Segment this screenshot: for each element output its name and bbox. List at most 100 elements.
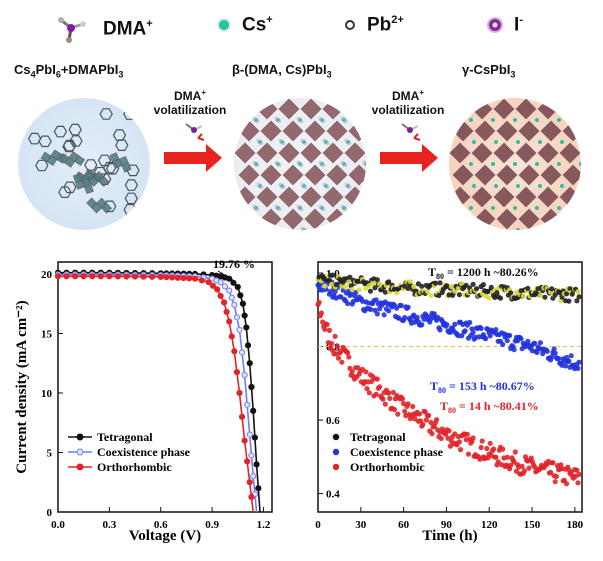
pce-point-2 xyxy=(504,454,510,460)
legend-sup-i: - xyxy=(519,14,523,26)
jv-marker-2 xyxy=(54,273,62,280)
octahedron xyxy=(322,142,344,164)
jv-marker-2 xyxy=(209,282,217,289)
octahedron xyxy=(493,98,515,120)
octahedron xyxy=(474,208,496,230)
pce-point-2 xyxy=(390,389,396,395)
pce-point-1 xyxy=(532,340,538,346)
pce-point-2 xyxy=(395,411,401,417)
octahedron xyxy=(348,208,366,230)
legend-marker-1 xyxy=(332,448,340,456)
octahedron xyxy=(121,162,132,173)
jv-marker-1 xyxy=(246,431,253,438)
x-tick-label: 0.9 xyxy=(205,519,219,531)
pce-point-0 xyxy=(497,295,504,301)
jv-marker-2 xyxy=(72,273,79,280)
pce-point-0 xyxy=(542,294,548,300)
pce-point-0 xyxy=(494,290,500,296)
pce-point-1 xyxy=(576,359,582,365)
octahedron xyxy=(537,98,559,120)
y-tick-label: 10 xyxy=(41,388,53,400)
pce-point-0 xyxy=(347,274,353,280)
jv-marker-0 xyxy=(255,485,262,492)
t80-sub: 80 xyxy=(448,406,456,415)
pce-point-0 xyxy=(569,291,575,297)
pce-point-2 xyxy=(332,333,338,339)
octahedron xyxy=(493,186,515,208)
pce-point-2 xyxy=(508,462,514,468)
cs-site xyxy=(579,118,581,122)
pce-point-2 xyxy=(324,321,330,328)
x-tick-label: 150 xyxy=(524,519,541,531)
pce-point-1 xyxy=(367,306,374,312)
pce-point-1 xyxy=(549,354,555,360)
pce-point-1 xyxy=(398,302,404,309)
octahedron xyxy=(256,142,278,164)
pce-point-1 xyxy=(386,308,392,314)
jv-marker-0 xyxy=(248,383,255,391)
pce-point-2 xyxy=(550,460,556,466)
dma-site xyxy=(300,226,308,230)
pce-point-0 xyxy=(411,283,417,290)
jv-marker-2 xyxy=(223,308,230,316)
cs-site xyxy=(469,162,473,166)
jv-curve-chart: 0.0 0.3 0.6 0.9 1.2 0 5 10 15 20 Voltage (V) Curren… xyxy=(14,257,273,544)
jv-marker-2 xyxy=(233,369,241,376)
dma-site xyxy=(365,226,366,230)
dma-site xyxy=(256,226,264,230)
pce-point-0 xyxy=(372,285,378,291)
structure-circle-left xyxy=(18,98,150,230)
dma-site xyxy=(278,226,286,230)
x-axis-label: Voltage (V) xyxy=(129,528,201,544)
pce-point-0 xyxy=(432,280,439,286)
pce-point-0 xyxy=(407,279,413,285)
cs-site xyxy=(346,228,350,230)
legend-label-2: Orthorhombic xyxy=(350,460,425,474)
y-tick-label: 20 xyxy=(41,269,53,281)
octahedron xyxy=(562,208,581,230)
jv-marker-1 xyxy=(248,452,255,459)
dma-site xyxy=(344,226,352,230)
pce-point-2 xyxy=(345,350,351,356)
cs-site xyxy=(538,184,542,188)
pce-point-2 xyxy=(464,431,470,437)
pce-point-2 xyxy=(373,391,379,397)
pce-point-1 xyxy=(566,358,572,364)
cs-site xyxy=(320,118,324,122)
pce-point-2 xyxy=(446,428,452,434)
t80-annotation-0: T80 = 1200 h ~80.26% xyxy=(428,265,539,281)
cs4pbi6-cluster xyxy=(40,149,67,167)
jv-marker-2 xyxy=(248,494,255,501)
jv-marker-2 xyxy=(63,273,70,280)
i-ion-icon xyxy=(487,17,503,34)
jv-marker-0 xyxy=(234,283,241,291)
cs-site xyxy=(364,118,366,122)
cs-site xyxy=(516,140,520,144)
pce-point-1 xyxy=(478,325,484,331)
jv-marker-2 xyxy=(236,389,243,397)
y-tick-label: 15 xyxy=(41,328,53,340)
octahedron xyxy=(74,155,86,166)
dma-ring xyxy=(84,159,98,171)
pce-point-0 xyxy=(437,280,443,286)
pce-point-2 xyxy=(491,446,497,452)
x-tick-label: 30 xyxy=(355,519,367,531)
cs4pbi6-dmapbi3-structure xyxy=(21,108,140,217)
jv-marker-2 xyxy=(123,273,130,280)
jv-marker-2 xyxy=(214,286,221,293)
octahedron xyxy=(234,142,256,164)
octahedron xyxy=(304,164,326,186)
pce-point-0 xyxy=(448,283,454,290)
t80-value: = 14 h ~80.41% xyxy=(456,399,539,413)
legend-label-pb: Pb xyxy=(367,14,392,36)
dma-ring xyxy=(62,140,76,153)
octahedron xyxy=(493,142,515,164)
legend-marker-2 xyxy=(76,463,84,471)
pce-point-2 xyxy=(339,359,345,365)
jv-marker-1 xyxy=(250,473,257,480)
pce-point-0 xyxy=(342,284,348,290)
jv-marker-1 xyxy=(226,287,233,294)
cs-site xyxy=(513,162,517,166)
pce-point-2 xyxy=(363,369,369,375)
pce-point-0 xyxy=(486,295,492,301)
